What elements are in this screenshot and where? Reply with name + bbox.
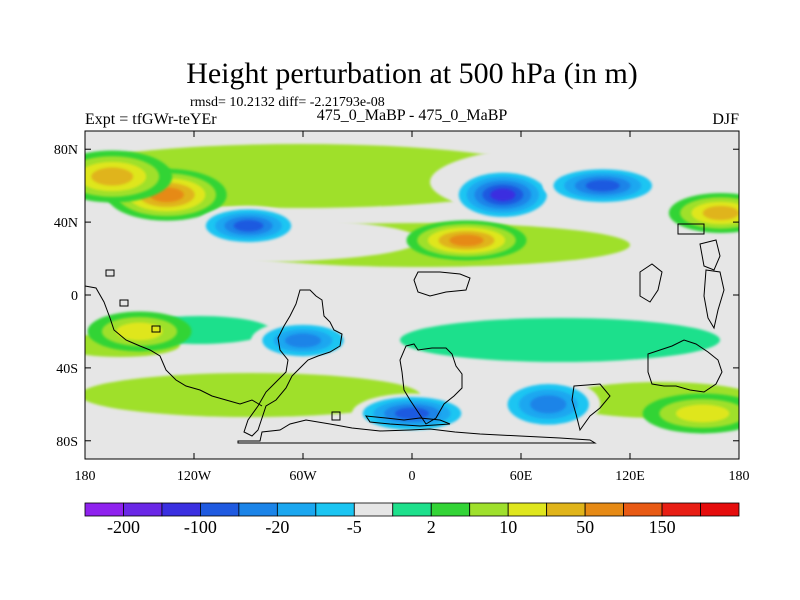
stats-text: rmsd= 10.2132 diff= -2.21793e-08: [190, 95, 385, 110]
right-label: DJF: [712, 111, 739, 128]
y-tick-label: 0: [71, 289, 78, 304]
coastline-australia: [647, 339, 723, 393]
colorbar-swatch: [161, 502, 201, 517]
colorbar-label: 150: [649, 517, 676, 537]
band-5: [85, 373, 420, 417]
colorbar-swatch: [661, 502, 701, 517]
x-tick-label: 60W: [289, 469, 317, 484]
anomaly-s-america-trough-ring-3: [284, 333, 322, 348]
x-tick-label: 120W: [177, 469, 212, 484]
y-tick-label: 80N: [54, 143, 78, 158]
colorbar-label: -20: [265, 517, 289, 537]
anomaly-eurasia-trough-ring-5: [490, 188, 516, 202]
x-tick-label: 120E: [615, 469, 645, 484]
left-label: Expt = tfGWr-teYEr: [85, 111, 217, 128]
colorbar-swatch: [238, 502, 278, 517]
y-axis: 80N 40N 0 40S 80S: [54, 143, 739, 450]
coastlines: [85, 223, 725, 444]
band-8: [400, 318, 720, 362]
colorbar-swatch: [430, 502, 471, 517]
colorbar-label: -200: [107, 517, 140, 537]
anomaly-bering-ridge-ring-3: [91, 167, 134, 186]
colorbar-swatch: [507, 502, 548, 517]
colorbar: -200 -100 -20 -5 2 10 50 150: [84, 502, 740, 537]
chart-title: Height perturbation at 500 hPa (in m): [186, 57, 638, 90]
colorbar-swatch: [623, 502, 663, 517]
x-tick-label: 180: [729, 469, 750, 484]
colorbar-swatch: [200, 502, 240, 517]
colorbar-swatch: [315, 502, 355, 517]
y-tick-label: 80S: [56, 435, 78, 450]
colorbar-swatch: [276, 502, 317, 517]
coastline-north-america-west: [85, 285, 263, 407]
colorbar-label: 50: [576, 517, 594, 537]
anomaly-mediterranean-ridge-ring-4: [449, 234, 484, 247]
coastline-antarctica: [237, 419, 597, 444]
colorbar-swatch: [546, 502, 586, 517]
x-tick-label: 0: [409, 469, 416, 484]
anomaly-s-indian-trough-ring-3: [530, 395, 567, 414]
anomaly-siberia-trough-ring-4: [585, 179, 620, 192]
colorbar-swatch: [392, 502, 432, 517]
colorbar-swatch: [84, 502, 124, 517]
colorbar-label: 10: [499, 517, 517, 537]
colorbar-swatch: [123, 502, 163, 517]
coastline-south-america: [243, 289, 343, 437]
x-axis: 180 120W 60W 0 60E 120E 180: [75, 131, 750, 484]
colorbar-label: 2: [427, 517, 436, 537]
colorbar-swatch: [353, 502, 394, 517]
y-tick-label: 40N: [54, 216, 78, 231]
coastline-africa: [399, 271, 471, 425]
y-tick-label: 40S: [56, 362, 78, 377]
x-tick-label: 60E: [510, 469, 533, 484]
anomaly-nw-pacific-ridge-ring-3: [702, 206, 739, 220]
contour-field: [85, 142, 739, 434]
coastline-islands: [105, 269, 611, 432]
anomaly-s-pacific-ridge-ring-2: [675, 404, 730, 423]
colorbar-label: -5: [347, 517, 362, 537]
anomaly-n-america-trough-ring-4: [233, 220, 264, 232]
colorbar-swatch: [700, 502, 740, 517]
center-label: 475_0_MaBP - 475_0_MaBP: [317, 107, 508, 124]
colorbar-label: -100: [184, 517, 217, 537]
x-tick-label: 180: [75, 469, 96, 484]
coastline-east-asia: [639, 223, 725, 330]
colorbar-swatch: [469, 502, 509, 517]
anomaly-subtropical-ridge-ring-2: [116, 322, 163, 341]
anomaly-s-atlantic-trough-ring-4: [394, 407, 430, 420]
colorbar-swatch: [584, 502, 624, 517]
